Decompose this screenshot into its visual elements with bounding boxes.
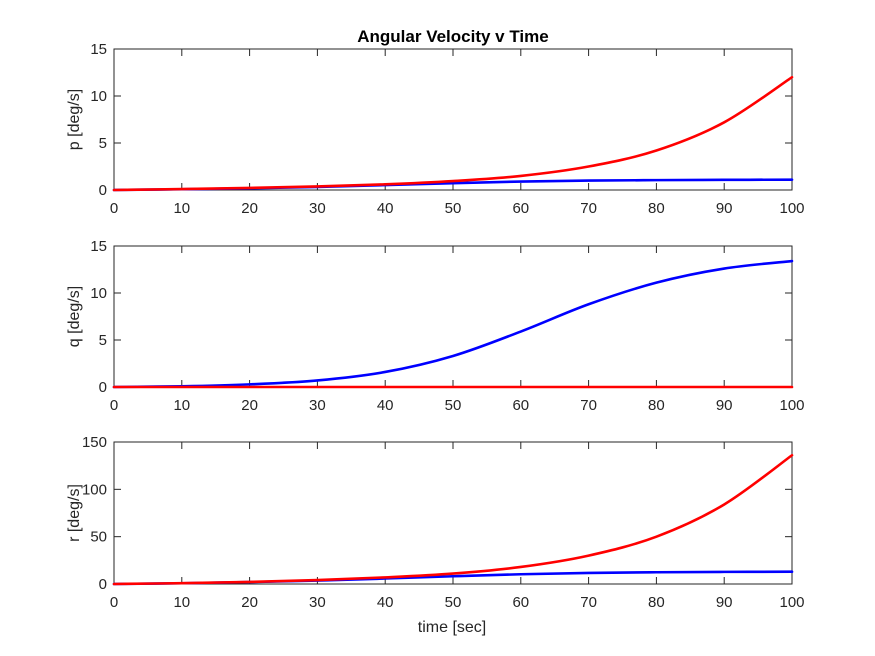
x-tick-label: 70 xyxy=(580,594,597,611)
x-tick-label: 80 xyxy=(648,594,665,611)
y-tick-label: 150 xyxy=(82,434,107,451)
y-tick-label: 0 xyxy=(99,576,107,593)
x-axis-label: time [sec] xyxy=(418,619,486,636)
x-tick-label: 50 xyxy=(445,594,462,611)
subplot-2: 0 10 20 30 40 50 60 70 80 90 100 0 5 10 15 q [deg/s] xyxy=(66,238,805,414)
x-tick-label: 20 xyxy=(241,397,258,414)
y-tick-label: 0 xyxy=(99,182,107,199)
x-tick-label: 100 xyxy=(779,594,804,611)
y-tick-label: 0 xyxy=(99,379,107,396)
y-tick-label: 5 xyxy=(99,332,107,349)
x-tick-label: 20 xyxy=(241,200,258,217)
y-tick-label: 5 xyxy=(99,135,107,152)
x-tick-label: 30 xyxy=(309,200,326,217)
y-tick-label: 15 xyxy=(90,41,107,58)
x-tick-label: 50 xyxy=(445,200,462,217)
x-tick-label: 90 xyxy=(716,594,733,611)
y-tick-label: 10 xyxy=(90,88,107,105)
x-tick-label: 60 xyxy=(512,397,529,414)
x-tick-label: 20 xyxy=(241,594,258,611)
x-tick-label: 30 xyxy=(309,594,326,611)
x-tick-label: 40 xyxy=(377,594,394,611)
x-tick-label: 70 xyxy=(580,200,597,217)
x-tick-label: 80 xyxy=(648,200,665,217)
axes-frame xyxy=(113,441,793,585)
y-axis-label: r [deg/s] xyxy=(66,484,83,542)
x-tick-label: 10 xyxy=(173,397,190,414)
series-line-red xyxy=(112,453,794,586)
x-tick-label: 0 xyxy=(110,594,118,611)
x-tick-label: 50 xyxy=(445,397,462,414)
x-tick-label: 10 xyxy=(173,200,190,217)
y-tick-label: 50 xyxy=(90,529,107,546)
subplot-1: 0 10 20 30 40 50 60 70 80 90 100 0 5 10 15 p [deg/s] xyxy=(66,41,805,217)
x-tick-label: 40 xyxy=(377,397,394,414)
y-tick-label: 10 xyxy=(90,285,107,302)
x-tick-label: 90 xyxy=(716,397,733,414)
y-axis-label: q [deg/s] xyxy=(66,286,83,347)
x-tick-label: 100 xyxy=(779,200,804,217)
y-tick-label: 100 xyxy=(82,481,107,498)
x-tick-label: 0 xyxy=(110,397,118,414)
series-line-red xyxy=(112,75,794,192)
axes-frame xyxy=(113,48,793,191)
x-tick-label: 70 xyxy=(580,397,597,414)
series-line-blue xyxy=(112,259,794,389)
y-axis-label: p [deg/s] xyxy=(66,89,83,150)
x-tick-label: 60 xyxy=(512,594,529,611)
x-tick-label: 0 xyxy=(110,200,118,217)
chart-title: Angular Velocity v Time xyxy=(357,27,548,46)
x-tick-label: 80 xyxy=(648,397,665,414)
axes-frame xyxy=(113,245,793,388)
x-tick-label: 40 xyxy=(377,200,394,217)
x-tick-label: 60 xyxy=(512,200,529,217)
x-tick-label: 30 xyxy=(309,397,326,414)
x-tick-label: 100 xyxy=(779,397,804,414)
x-tick-label: 10 xyxy=(173,594,190,611)
subplot-3: 0 10 20 30 40 50 60 70 80 90 100 0 50 100 150 r [deg/s] xyxy=(66,434,805,611)
x-tick-label: 90 xyxy=(716,200,733,217)
y-tick-label: 15 xyxy=(90,238,107,255)
